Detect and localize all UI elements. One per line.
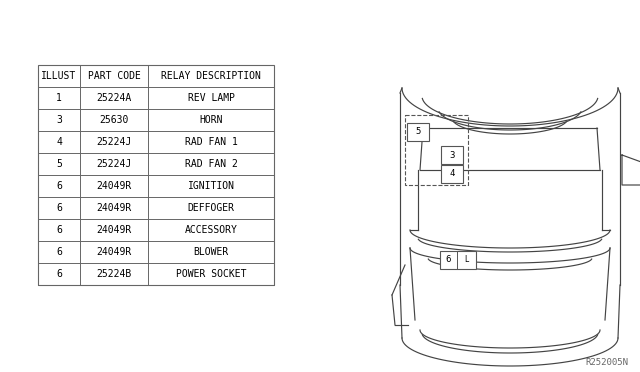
Text: 24049R: 24049R — [97, 247, 132, 257]
Text: 25224J: 25224J — [97, 159, 132, 169]
Text: 5: 5 — [415, 128, 420, 137]
Text: 6: 6 — [56, 269, 62, 279]
Text: 24049R: 24049R — [97, 225, 132, 235]
Bar — [38, 241, 274, 263]
Text: R252005N: R252005N — [585, 358, 628, 367]
Text: 6: 6 — [56, 181, 62, 191]
Text: PART CODE: PART CODE — [88, 71, 140, 81]
Text: 3: 3 — [449, 151, 454, 160]
Bar — [38, 109, 274, 131]
Text: 6: 6 — [56, 203, 62, 213]
Bar — [38, 65, 274, 87]
Bar — [38, 131, 274, 153]
Text: IGNITION: IGNITION — [188, 181, 234, 191]
Text: 25224B: 25224B — [97, 269, 132, 279]
Text: RELAY DESCRIPTION: RELAY DESCRIPTION — [161, 71, 261, 81]
Bar — [38, 153, 274, 175]
Bar — [38, 263, 274, 285]
Text: L: L — [465, 256, 469, 264]
Bar — [38, 219, 274, 241]
Text: ACCESSORY: ACCESSORY — [184, 225, 237, 235]
Bar — [38, 175, 274, 197]
Text: 25224A: 25224A — [97, 93, 132, 103]
Text: 4: 4 — [56, 137, 62, 147]
Text: 6: 6 — [445, 256, 451, 264]
Text: RAD FAN 1: RAD FAN 1 — [184, 137, 237, 147]
Text: POWER SOCKET: POWER SOCKET — [176, 269, 246, 279]
Text: 1: 1 — [56, 93, 62, 103]
Text: BLOWER: BLOWER — [193, 247, 228, 257]
Text: 24049R: 24049R — [97, 203, 132, 213]
Text: 24049R: 24049R — [97, 181, 132, 191]
Text: 5: 5 — [56, 159, 62, 169]
Text: 25630: 25630 — [99, 115, 129, 125]
Bar — [38, 197, 274, 219]
Text: DEFFOGER: DEFFOGER — [188, 203, 234, 213]
Bar — [441, 146, 463, 164]
Bar — [407, 123, 429, 141]
Bar — [38, 87, 274, 109]
Text: 6: 6 — [56, 225, 62, 235]
Bar — [405, 115, 468, 185]
Text: RAD FAN 2: RAD FAN 2 — [184, 159, 237, 169]
Bar — [441, 165, 463, 183]
Text: REV LAMP: REV LAMP — [188, 93, 234, 103]
Text: 6: 6 — [56, 247, 62, 257]
Bar — [38, 65, 274, 285]
Text: 4: 4 — [449, 170, 454, 179]
Text: 25224J: 25224J — [97, 137, 132, 147]
Text: HORN: HORN — [199, 115, 223, 125]
Text: 3: 3 — [56, 115, 62, 125]
Text: ILLUST: ILLUST — [42, 71, 77, 81]
Bar — [440, 251, 476, 269]
